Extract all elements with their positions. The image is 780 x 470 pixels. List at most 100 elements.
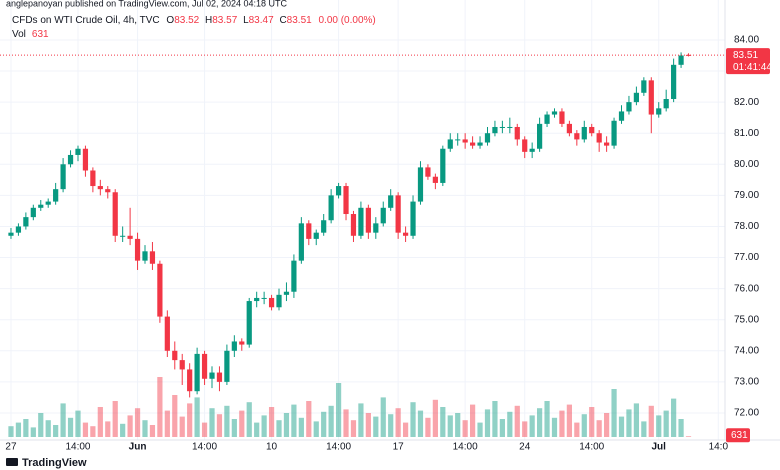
volume-bar bbox=[529, 415, 535, 437]
volume-bar bbox=[402, 422, 409, 437]
candle-body bbox=[581, 126, 587, 140]
candle-body bbox=[671, 64, 677, 100]
candle-body bbox=[484, 133, 491, 143]
candle-body bbox=[8, 232, 14, 236]
candle-body bbox=[373, 223, 379, 233]
volume-bar bbox=[149, 425, 156, 437]
candle-body bbox=[566, 123, 572, 134]
candle-body bbox=[395, 195, 401, 233]
candle-body bbox=[514, 126, 520, 140]
candle-body bbox=[611, 120, 617, 146]
candle-body bbox=[537, 123, 543, 149]
x-tick-label: 14:00 bbox=[453, 442, 478, 453]
candle-body bbox=[187, 369, 193, 392]
symbol: CFDs on WTI Crude Oil, 4h, TVC bbox=[12, 15, 160, 26]
candle-body bbox=[75, 148, 81, 155]
volume-bar bbox=[685, 436, 692, 437]
candle-body bbox=[306, 223, 312, 239]
volume-bar bbox=[626, 409, 632, 437]
l-label: L bbox=[243, 15, 249, 26]
volume-bar bbox=[335, 383, 342, 437]
candle-body bbox=[134, 238, 141, 261]
candle-body bbox=[492, 126, 498, 134]
volume-bar bbox=[246, 402, 252, 437]
candle-body bbox=[633, 92, 640, 103]
y-tick-label: 75.00 bbox=[734, 314, 759, 325]
candle-body bbox=[365, 207, 371, 233]
change: 0.00 (0.00%) bbox=[318, 15, 375, 26]
volume-bar bbox=[201, 422, 208, 437]
vol-label: Vol bbox=[12, 29, 26, 40]
candle-body bbox=[172, 350, 178, 361]
volume-bar bbox=[551, 417, 558, 437]
price-tag bbox=[726, 48, 770, 75]
y-tick-label: 82.00 bbox=[734, 97, 759, 108]
candle-body bbox=[432, 176, 438, 183]
volume-bar bbox=[261, 415, 267, 437]
volume-bar bbox=[179, 416, 185, 437]
x-tick-label: 14:00 bbox=[579, 442, 604, 453]
volume-bar bbox=[194, 397, 200, 437]
volume-bar bbox=[596, 420, 602, 437]
volume-tag-value: 631 bbox=[731, 430, 748, 441]
candle-body bbox=[551, 111, 558, 115]
volume-bar bbox=[45, 420, 51, 437]
x-tick-label: 14:00 bbox=[326, 442, 351, 453]
volume-bar bbox=[462, 420, 468, 437]
volume-bar bbox=[82, 422, 89, 437]
vol-legend: Vol 631 bbox=[12, 29, 49, 40]
volume-bar bbox=[633, 403, 640, 437]
candle-body bbox=[335, 186, 342, 196]
brand: TradingView bbox=[22, 457, 87, 469]
candle-body bbox=[23, 217, 29, 227]
volume-bar bbox=[164, 410, 170, 437]
volume-bar bbox=[589, 407, 595, 437]
publisher: anglepanoyan published on TradingView.co… bbox=[6, 0, 288, 8]
volume-bar bbox=[53, 425, 59, 437]
candle-body bbox=[30, 207, 36, 218]
volume-bar bbox=[8, 426, 14, 437]
logo-icon bbox=[6, 458, 18, 466]
volume-bar bbox=[60, 403, 66, 437]
candle-body bbox=[641, 80, 647, 93]
volume-bar bbox=[97, 407, 103, 437]
candle-body bbox=[276, 294, 282, 308]
volume-bar bbox=[388, 414, 394, 437]
volume-bar bbox=[321, 411, 327, 437]
candle-body bbox=[402, 232, 409, 236]
volume-bar bbox=[469, 404, 476, 437]
candle-body bbox=[574, 133, 580, 140]
volume-bar bbox=[648, 405, 654, 437]
candle-body bbox=[596, 133, 602, 143]
volume-bar bbox=[365, 413, 371, 437]
candle-body bbox=[417, 167, 424, 202]
volume-bar bbox=[120, 423, 126, 437]
volume-bar bbox=[432, 399, 438, 437]
volume-bar bbox=[671, 398, 677, 437]
volume-bar bbox=[678, 419, 684, 437]
volume-bar bbox=[492, 401, 498, 437]
volume-bar bbox=[611, 389, 617, 437]
candle-body bbox=[82, 148, 89, 171]
candle-body bbox=[298, 223, 304, 261]
candle-body bbox=[164, 316, 170, 351]
y-tick-label: 81.00 bbox=[734, 128, 759, 139]
volume-bar bbox=[522, 421, 528, 437]
volume-bar bbox=[455, 413, 461, 437]
candle-body bbox=[53, 189, 59, 202]
volume-bar bbox=[559, 410, 565, 437]
x-tick-label: Jun bbox=[129, 442, 147, 453]
candle-body bbox=[268, 297, 275, 308]
y-tick-label: 74.00 bbox=[734, 345, 759, 356]
volume-bar bbox=[291, 404, 297, 437]
candle-body bbox=[589, 126, 595, 134]
candle-body bbox=[60, 164, 66, 190]
c-label: C bbox=[279, 15, 286, 26]
candle-body bbox=[425, 167, 431, 177]
y-tick-label: 76.00 bbox=[734, 283, 759, 294]
candle-body bbox=[194, 353, 200, 392]
volume-bar bbox=[231, 419, 237, 437]
candle-body bbox=[201, 353, 208, 379]
volume-bar bbox=[417, 410, 424, 437]
